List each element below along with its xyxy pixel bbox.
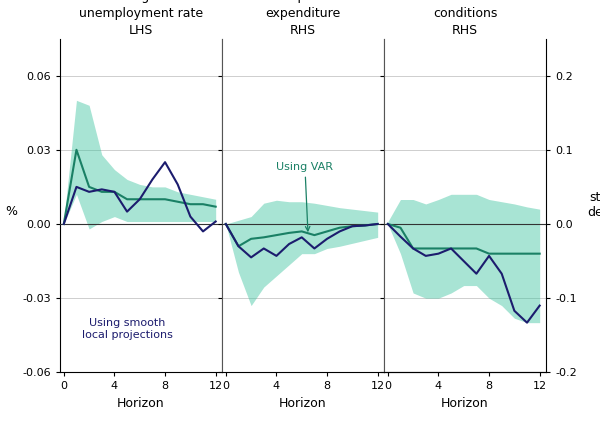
Text: Using smooth
local projections: Using smooth local projections [82, 318, 173, 340]
Title: Change in
unemployment rate
LHS: Change in unemployment rate LHS [79, 0, 203, 37]
Y-axis label: %: % [5, 205, 17, 218]
Text: Using VAR: Using VAR [277, 162, 334, 231]
X-axis label: Horizon: Horizon [279, 397, 327, 410]
X-axis label: Horizon: Horizon [117, 397, 165, 410]
X-axis label: Horizon: Horizon [441, 397, 489, 410]
Y-axis label: std
dev: std dev [587, 191, 600, 220]
Title: Capital
expenditure
RHS: Capital expenditure RHS [265, 0, 341, 37]
Title: Business
conditions
RHS: Business conditions RHS [433, 0, 497, 37]
